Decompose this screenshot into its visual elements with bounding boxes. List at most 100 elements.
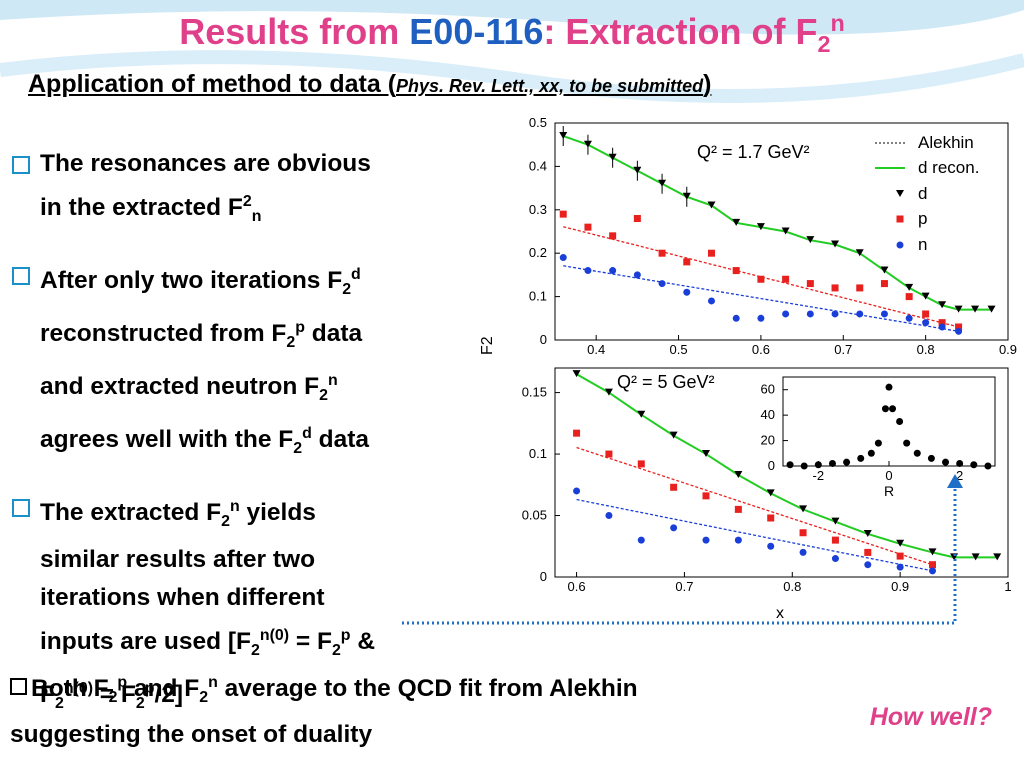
- r-marker: [867, 449, 875, 457]
- p-marker: [955, 323, 963, 331]
- d-marker: [572, 370, 581, 378]
- y-tick-label: 0: [768, 458, 775, 473]
- d-marker: [971, 553, 980, 561]
- alekhin-fit-curve: [576, 446, 933, 566]
- r-marker: [889, 405, 897, 413]
- x-tick-label: 0.7: [675, 579, 693, 594]
- n-marker: [658, 280, 666, 288]
- x-tick-label: 0.6: [752, 342, 770, 357]
- d-marker: [707, 201, 716, 209]
- r-marker: [828, 459, 836, 467]
- r-marker: [942, 458, 950, 466]
- r-marker: [843, 458, 851, 466]
- bullet-list: The resonances are obvious in the extrac…: [10, 145, 485, 743]
- r-marker: [913, 449, 921, 457]
- n-marker: [584, 267, 592, 275]
- n-marker: [880, 310, 888, 318]
- d-marker: [905, 283, 914, 291]
- d-marker: [702, 450, 710, 458]
- r-marker: [857, 454, 865, 462]
- d-marker: [766, 489, 775, 497]
- p-marker: [683, 258, 691, 266]
- alekhin-fit-curve: [563, 265, 959, 332]
- p-marker: [782, 275, 790, 283]
- legend-entry: d: [918, 184, 927, 203]
- n-marker: [905, 314, 913, 322]
- p-marker: [670, 483, 678, 491]
- d-marker: [971, 305, 980, 313]
- p-marker: [702, 492, 710, 500]
- d-marker: [583, 140, 592, 148]
- p-marker: [856, 284, 864, 292]
- checkbox-bullet-icon: [12, 156, 30, 174]
- n-marker: [856, 310, 864, 318]
- legend-entry: n: [918, 235, 927, 254]
- p-marker: [806, 280, 814, 288]
- d-marker: [954, 305, 963, 313]
- n-marker: [896, 563, 904, 571]
- r-marker: [800, 462, 808, 470]
- r-marker: [874, 439, 882, 447]
- p-marker: [707, 249, 715, 257]
- d-recon-curve: [562, 135, 992, 311]
- r-marker: [956, 459, 964, 467]
- r-marker: [970, 461, 978, 469]
- n-marker: [702, 536, 710, 544]
- d-marker: [896, 190, 904, 197]
- y-tick-label: 0.4: [529, 158, 547, 173]
- r-marker: [927, 454, 935, 462]
- p-marker: [831, 284, 839, 292]
- d-marker: [682, 192, 691, 200]
- p-marker: [757, 275, 765, 283]
- d-marker: [921, 292, 930, 300]
- checkbox-bullet-icon: [10, 678, 27, 696]
- d-recon-curve: [576, 373, 998, 559]
- bullet-iterations: After only two iterations F2d reconstruc…: [10, 256, 485, 468]
- p-marker: [929, 561, 936, 569]
- d-marker: [928, 548, 937, 556]
- n-marker: [831, 310, 839, 318]
- citation: Phys. Rev. Lett., xx, to be submitted: [396, 76, 704, 96]
- d-marker: [756, 223, 765, 231]
- d-marker: [896, 539, 905, 547]
- y-tick-label: 0.1: [529, 446, 547, 461]
- n-marker: [757, 314, 765, 322]
- plot-frame-0: [554, 122, 1009, 341]
- x-tick-label: 1: [1004, 579, 1011, 594]
- n-marker: [732, 314, 740, 322]
- d-marker: [637, 410, 646, 418]
- d-marker: [938, 301, 947, 309]
- n-marker: [799, 548, 807, 556]
- r-marker: [885, 383, 893, 391]
- x-tick-label: 0.7: [834, 342, 852, 357]
- alekhin-fit-curve: [576, 498, 933, 572]
- n-marker: [637, 536, 645, 544]
- x-tick-label: 0.8: [917, 342, 935, 357]
- x-tick-label: 2: [956, 468, 963, 483]
- d-marker: [831, 517, 840, 525]
- conclusion: Both F2p and F2n average to the QCD fit …: [10, 674, 638, 749]
- p-marker: [896, 552, 904, 560]
- y-tick-label: 20: [761, 433, 775, 448]
- d-marker: [658, 179, 667, 187]
- d-marker: [987, 305, 996, 313]
- n-marker: [559, 254, 567, 262]
- p-marker: [938, 319, 946, 327]
- y-tick-label: 40: [761, 407, 775, 422]
- p-marker: [573, 429, 581, 437]
- r-marker: [896, 418, 904, 425]
- y-tick-label: 60: [761, 382, 775, 397]
- n-marker: [573, 487, 581, 495]
- p-marker: [732, 267, 740, 275]
- d-marker: [734, 470, 743, 478]
- p-marker: [905, 293, 913, 301]
- q2-annotation: Q² = 1.7 GeV²: [697, 142, 810, 162]
- p-marker: [584, 223, 592, 231]
- p-marker: [831, 536, 839, 544]
- d-marker: [855, 249, 864, 257]
- p-marker: [864, 548, 872, 556]
- n-marker: [955, 327, 963, 335]
- y-tick-label: 0.5: [529, 115, 547, 130]
- inset-x-axis-label: R: [884, 483, 894, 499]
- checkbox-bullet-icon: [12, 499, 30, 518]
